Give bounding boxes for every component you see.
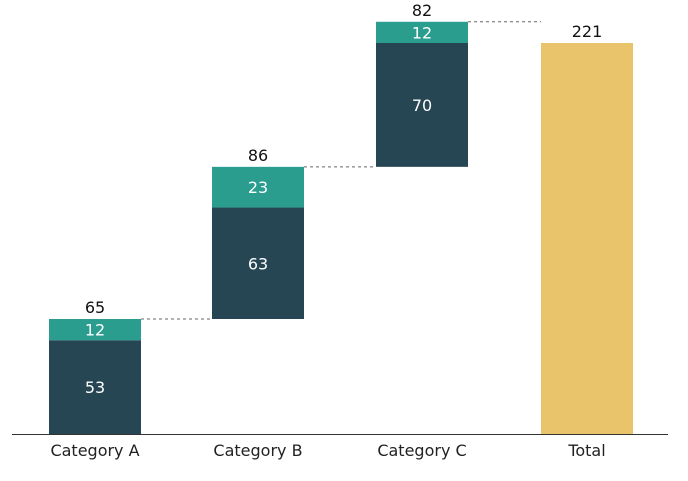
data-label-category-c-segment-1: 70 (412, 96, 432, 115)
bar-category-c-segment-2 (376, 21, 468, 43)
bar-category-c-segment-1 (376, 43, 468, 167)
bar-category-a-segment-1 (49, 340, 141, 434)
x-tick-label-category-c: Category C (377, 441, 466, 460)
total-label-category-b: 86 (248, 146, 268, 165)
bar-category-b-segment-1 (212, 207, 304, 319)
bar-category-a-segment-2 (49, 319, 141, 341)
x-tick-label-total: Total (567, 441, 605, 460)
total-label-category-c: 82 (412, 1, 432, 20)
data-label-category-b-segment-2: 23 (248, 178, 268, 197)
data-label-category-a-segment-1: 53 (85, 378, 105, 397)
bar-category-b-segment-2 (212, 166, 304, 208)
x-tick-label-category-b: Category B (213, 441, 302, 460)
total-label-category-a: 65 (85, 298, 105, 317)
x-tick-label-category-a: Category A (50, 441, 139, 460)
data-label-category-c-segment-2: 12 (412, 23, 432, 42)
data-label-category-b-segment-1: 63 (248, 254, 268, 273)
total-label-total: 221 (572, 22, 603, 41)
bar-total (541, 43, 633, 434)
data-label-category-a-segment-2: 12 (85, 321, 105, 340)
